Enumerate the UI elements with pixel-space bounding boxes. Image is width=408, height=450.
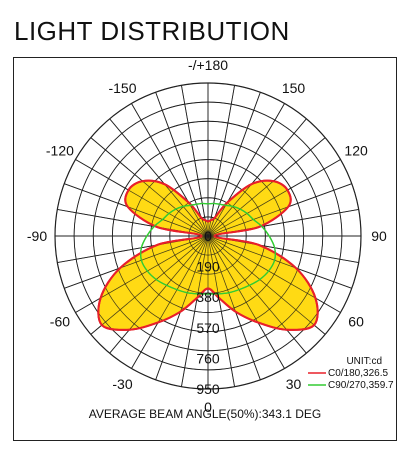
series-outline-0: [97, 179, 319, 331]
radial-tick-label: 760: [196, 350, 220, 366]
angle-label: -/+180: [188, 57, 228, 73]
grid-spoke-overlay: [90, 235, 209, 335]
grid-spoke-overlay: [109, 118, 209, 237]
radial-tick-label: 380: [196, 289, 220, 305]
radial-tick-label: 950: [196, 381, 220, 397]
angle-label: 90: [371, 228, 387, 244]
grid-spoke-overlay: [181, 85, 209, 237]
series-outline-1: [140, 202, 276, 295]
grid-spoke-overlay: [207, 103, 285, 237]
grid-spoke-overlay: [90, 137, 209, 237]
grid-spoke-overlay: [155, 235, 209, 380]
chart-frame: [13, 57, 397, 441]
unit-label: UNIT:cd: [346, 356, 382, 367]
angle-label: 120: [344, 143, 368, 159]
grid-spoke-overlay: [64, 183, 209, 237]
angle-label: 60: [348, 314, 364, 330]
page-title: LIGHT DISTRIBUTION: [14, 16, 290, 46]
grid-spoke-overlay: [207, 235, 341, 313]
grid-spoke-overlay: [207, 235, 235, 387]
grid-spoke-overlay: [207, 159, 341, 237]
grid-spoke-overlay: [207, 137, 326, 237]
legend-entry-0: C0/180,326.5: [328, 368, 388, 379]
angle-label: 0: [204, 399, 212, 415]
grid-spoke-overlay: [207, 118, 307, 237]
grid-spoke-overlay: [75, 159, 209, 237]
radial-tick-label: 190: [196, 259, 220, 275]
grid-spoke-overlay: [207, 183, 352, 237]
legend-entry-1: C90/270,359.7: [328, 380, 394, 391]
footer-text: AVERAGE BEAM ANGLE(50%):343.1 DEG: [89, 407, 322, 421]
grid-spoke-overlay: [181, 235, 209, 387]
radial-tick-label: 0: [204, 228, 212, 244]
grid-spoke-overlay: [131, 103, 209, 237]
grid-spoke-overlay: [207, 85, 235, 237]
radial-tick-label: 570: [196, 320, 220, 336]
angle-label: -120: [46, 143, 74, 159]
grid-spoke-overlay: [207, 235, 261, 380]
grid-spoke-overlay: [207, 235, 326, 335]
grid-spoke-overlay: [207, 235, 307, 354]
grid-spoke-overlay: [75, 235, 209, 313]
angle-label: 30: [286, 376, 302, 392]
grid-spoke-overlay: [207, 92, 261, 237]
labels-layer: -/+180 -150 150 -120 120 -90 90 -60 60 -30 30 0 0 190…: [27, 57, 387, 415]
angle-label: 150: [282, 80, 306, 96]
grid-spoke-overlay: [207, 235, 352, 289]
grid-spoke-overlay: [109, 235, 209, 354]
angle-label: -150: [108, 80, 136, 96]
grid-spoke-overlay: [131, 235, 209, 369]
grid-spoke-overlay: [64, 235, 209, 289]
angle-label: -30: [112, 376, 132, 392]
angle-label: -90: [27, 228, 47, 244]
grid-spoke-overlay: [155, 92, 209, 237]
angle-label: -60: [50, 314, 70, 330]
grid-spoke-overlay: [207, 235, 285, 369]
